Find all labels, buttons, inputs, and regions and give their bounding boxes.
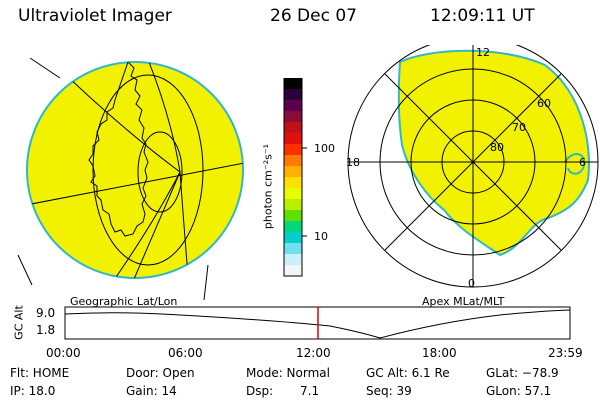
- door-status: Door: Open: [126, 366, 195, 380]
- colorbar-swatch: [284, 221, 302, 233]
- longitude-line: [139, 62, 181, 173]
- colorbar-swatch: [284, 100, 302, 112]
- mode-status: Mode: Normal: [246, 366, 330, 380]
- colorbar-swatch: [284, 89, 302, 101]
- left-panel-caption: Geographic Lat/Lon: [70, 295, 178, 308]
- instrument-title: Ultraviolet Imager: [18, 6, 172, 26]
- latitude-circle: [92, 74, 204, 266]
- gain-value: Gain: 14: [126, 384, 177, 398]
- altitude-xtick-0000: 00:00: [46, 346, 81, 360]
- longitude-line: [179, 171, 191, 278]
- colorbar-swatch: [284, 265, 302, 277]
- colorbar-swatch: [284, 232, 302, 244]
- altitude-xtick-1800: 18:00: [422, 346, 457, 360]
- mlat-label-70: 70: [512, 121, 526, 134]
- mlat-label-80: 80: [490, 141, 504, 154]
- flight-status: Flt: HOME: [10, 366, 70, 380]
- colorbar-swatch: [284, 254, 302, 266]
- longitude-line: [29, 62, 181, 173]
- altitude-ytick-high: 9.0: [36, 306, 56, 320]
- longitude-line: [124, 171, 181, 278]
- colorbar-swatch: [284, 199, 302, 211]
- longitude-line: [27, 159, 243, 211]
- altitude-plot: [64, 306, 571, 340]
- colorbar-swatch: [284, 144, 302, 156]
- colorbar-unit-label: photon cm⁻²s⁻¹: [261, 143, 275, 230]
- colorbar-swatch: [284, 133, 302, 145]
- mlt-label-12: 12: [476, 46, 490, 59]
- ip-value: IP: 18.0: [10, 384, 56, 398]
- polar-plot: [347, 45, 599, 288]
- coastline: [88, 62, 149, 237]
- altitude-curve: [64, 309, 571, 339]
- dsp-value: 7.1: [300, 384, 320, 398]
- mlt-label-6: 6: [579, 156, 586, 169]
- altitude-xtick-0600: 06:00: [168, 346, 203, 360]
- altitude-xtick-1200: 12:00: [296, 346, 331, 360]
- mlat-label-60: 60: [537, 97, 551, 110]
- right-panel-caption: Apex MLat/MLT: [422, 295, 505, 308]
- colorbar-tick-10: 10: [314, 230, 328, 243]
- colorbar-swatch: [284, 155, 302, 167]
- colorbar-swatch: [284, 243, 302, 255]
- colorbar: [283, 78, 307, 277]
- colorbar-swatch: [284, 111, 302, 123]
- altitude-ylabel: GC Alt: [12, 305, 26, 340]
- time-label: 12:09:11 UT: [430, 6, 535, 26]
- longitude-line: [99, 171, 181, 278]
- mlt-label-18: 18: [346, 156, 360, 169]
- dsp-label: Dsp:: [246, 384, 274, 398]
- colorbar-swatch: [284, 177, 302, 189]
- geographic-latitude: GLat: −78.9: [486, 366, 559, 380]
- date-label: 26 Dec 07: [270, 6, 357, 26]
- altitude-xtick-2359: 23:59: [548, 346, 583, 360]
- colorbar-swatch: [284, 166, 302, 178]
- sequence-number: Seq: 39: [366, 384, 412, 398]
- colorbar-swatch: [284, 122, 302, 134]
- colorbar-swatch: [284, 210, 302, 222]
- auroral-oval: [397, 49, 590, 257]
- colorbar-tick-100: 100: [314, 142, 335, 155]
- gc-altitude: GC Alt: 6.1 Re: [366, 366, 450, 380]
- geographic-image: [17, 57, 244, 300]
- colorbar-swatch: [284, 78, 302, 90]
- mlt-label-0: 0: [468, 277, 475, 290]
- colorbar-swatch: [284, 188, 302, 200]
- auroral-disc: [26, 61, 244, 279]
- altitude-ytick-low: 1.8: [36, 323, 56, 337]
- latitude-circle: [137, 131, 183, 213]
- geographic-longitude: GLon: 57.1: [486, 384, 552, 398]
